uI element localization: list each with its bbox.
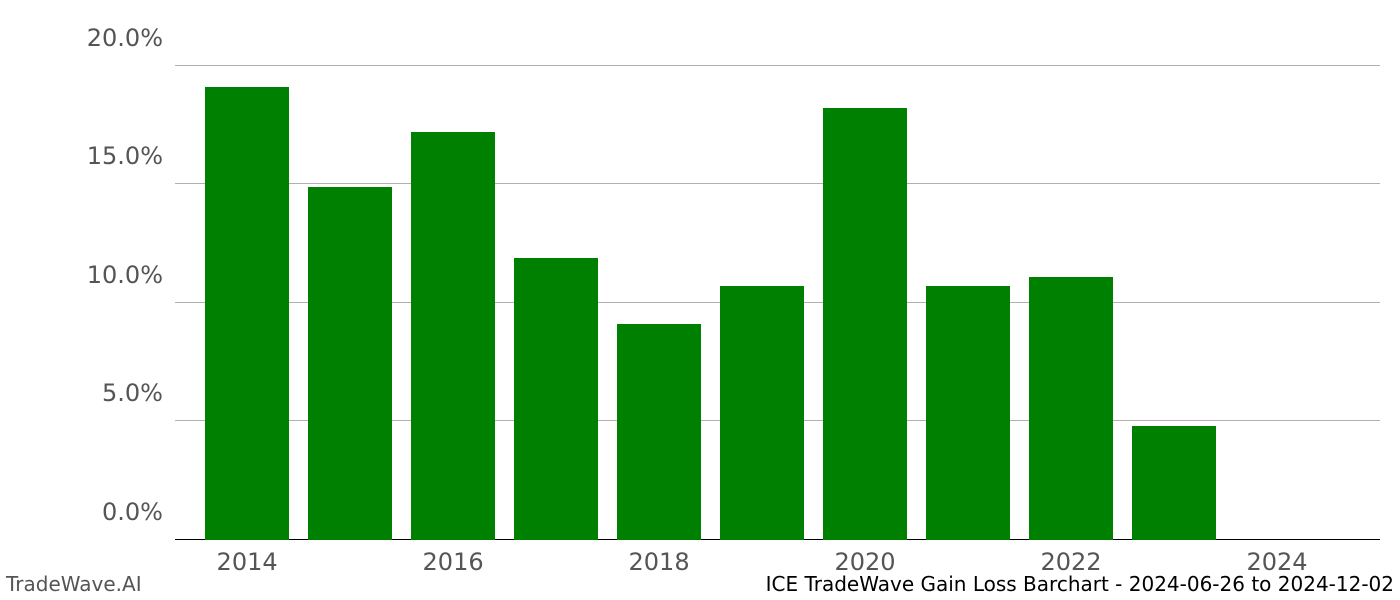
y-tick-label: 0.0% bbox=[102, 498, 163, 526]
x-tick-label: 2014 bbox=[217, 548, 278, 576]
bar bbox=[205, 87, 289, 540]
bar bbox=[514, 258, 598, 540]
y-tick-label: 15.0% bbox=[87, 142, 163, 170]
bar bbox=[411, 132, 495, 540]
plot-area: 0.0%5.0%10.0%15.0%20.0%20142016201820202… bbox=[175, 30, 1380, 540]
bar bbox=[720, 286, 804, 540]
bar-chart: 0.0%5.0%10.0%15.0%20.0%20142016201820202… bbox=[175, 30, 1380, 540]
gridline bbox=[175, 183, 1380, 184]
bar bbox=[617, 324, 701, 540]
gridline bbox=[175, 65, 1380, 66]
y-tick-label: 5.0% bbox=[102, 379, 163, 407]
bar bbox=[823, 108, 907, 540]
footer-brand: TradeWave.AI bbox=[6, 572, 142, 596]
bar bbox=[926, 286, 1010, 540]
footer-caption: ICE TradeWave Gain Loss Barchart - 2024-… bbox=[766, 572, 1394, 596]
bar bbox=[308, 187, 392, 540]
bar bbox=[1029, 277, 1113, 540]
x-tick-label: 2016 bbox=[423, 548, 484, 576]
y-tick-label: 10.0% bbox=[87, 261, 163, 289]
x-tick-label: 2018 bbox=[629, 548, 690, 576]
y-tick-label: 20.0% bbox=[87, 24, 163, 52]
bar bbox=[1132, 426, 1216, 540]
